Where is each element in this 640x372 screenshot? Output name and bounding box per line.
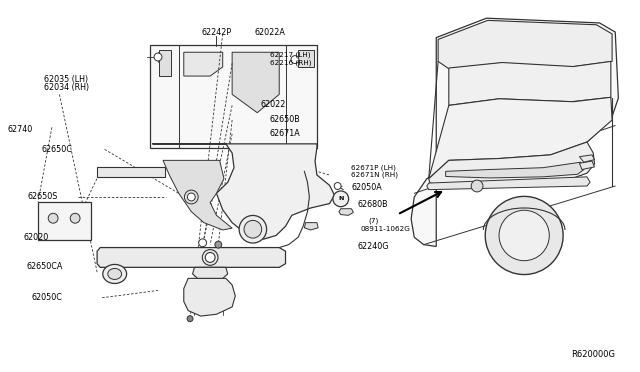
Text: 62650B: 62650B bbox=[270, 115, 301, 124]
Polygon shape bbox=[449, 61, 611, 105]
Circle shape bbox=[239, 215, 267, 243]
Circle shape bbox=[244, 220, 262, 238]
Polygon shape bbox=[339, 209, 353, 215]
Text: 62020: 62020 bbox=[24, 233, 49, 242]
Circle shape bbox=[48, 213, 58, 223]
Circle shape bbox=[334, 183, 341, 189]
Polygon shape bbox=[429, 142, 595, 185]
Circle shape bbox=[187, 316, 193, 322]
Polygon shape bbox=[152, 144, 335, 239]
Polygon shape bbox=[232, 52, 279, 113]
Polygon shape bbox=[38, 202, 91, 240]
Polygon shape bbox=[298, 51, 314, 67]
Polygon shape bbox=[429, 97, 612, 179]
Text: 62216 (RH): 62216 (RH) bbox=[270, 60, 311, 67]
Text: N: N bbox=[338, 196, 344, 201]
Polygon shape bbox=[427, 177, 590, 190]
Text: 62671A: 62671A bbox=[270, 129, 301, 138]
Polygon shape bbox=[159, 51, 172, 76]
Text: 62022: 62022 bbox=[260, 100, 286, 109]
Polygon shape bbox=[445, 162, 584, 178]
Text: 62650C: 62650C bbox=[41, 145, 72, 154]
Text: 62034 (RH): 62034 (RH) bbox=[44, 83, 89, 92]
Circle shape bbox=[291, 56, 299, 64]
Polygon shape bbox=[438, 20, 612, 69]
Text: 62242P: 62242P bbox=[202, 28, 232, 37]
Text: R620000G: R620000G bbox=[572, 350, 615, 359]
Text: (7): (7) bbox=[369, 218, 379, 224]
Text: 62022A: 62022A bbox=[254, 28, 285, 37]
Text: 62650CA: 62650CA bbox=[26, 262, 63, 271]
Polygon shape bbox=[163, 160, 232, 230]
Ellipse shape bbox=[103, 264, 127, 283]
Circle shape bbox=[215, 241, 221, 248]
Polygon shape bbox=[411, 18, 618, 247]
Text: 62671N (RH): 62671N (RH) bbox=[351, 172, 399, 178]
Circle shape bbox=[205, 253, 215, 262]
Text: 62240G: 62240G bbox=[358, 242, 389, 251]
Circle shape bbox=[485, 196, 563, 275]
Circle shape bbox=[70, 213, 80, 223]
Polygon shape bbox=[184, 278, 236, 316]
Ellipse shape bbox=[108, 269, 122, 279]
Circle shape bbox=[471, 180, 483, 192]
Polygon shape bbox=[184, 52, 223, 76]
Text: 62650S: 62650S bbox=[28, 192, 58, 202]
Circle shape bbox=[198, 239, 207, 247]
Circle shape bbox=[333, 191, 349, 207]
Text: 62740: 62740 bbox=[8, 125, 33, 134]
Polygon shape bbox=[97, 247, 285, 267]
Text: 62050C: 62050C bbox=[32, 293, 63, 302]
Text: 62035 (LH): 62035 (LH) bbox=[44, 75, 88, 84]
Circle shape bbox=[499, 210, 549, 261]
Polygon shape bbox=[579, 161, 595, 170]
Text: 08911-1062G: 08911-1062G bbox=[361, 226, 411, 232]
Circle shape bbox=[154, 53, 162, 61]
Polygon shape bbox=[97, 167, 165, 177]
Text: 62217 (LH): 62217 (LH) bbox=[270, 52, 310, 58]
Text: 62671P (LH): 62671P (LH) bbox=[351, 164, 396, 171]
Text: 62050A: 62050A bbox=[351, 183, 382, 192]
Polygon shape bbox=[193, 267, 228, 278]
Polygon shape bbox=[150, 45, 317, 148]
Text: 62680B: 62680B bbox=[358, 200, 388, 209]
Circle shape bbox=[188, 193, 195, 201]
Polygon shape bbox=[305, 223, 318, 230]
Polygon shape bbox=[579, 155, 595, 162]
